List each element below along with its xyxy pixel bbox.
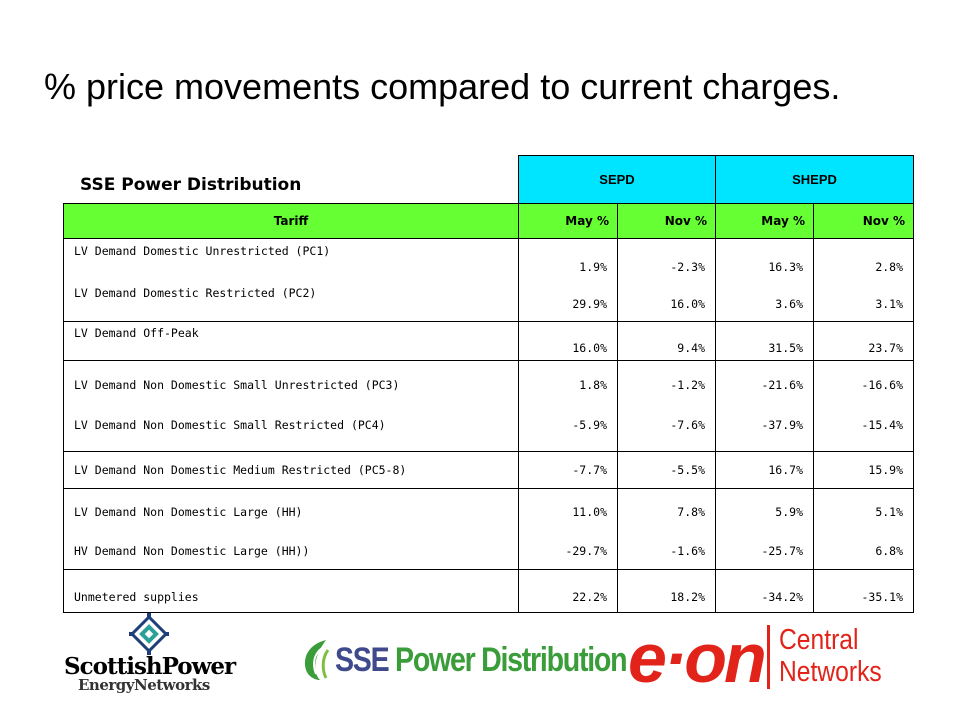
value-cell: 16.3%: [768, 260, 803, 274]
scottish-power-logo-text: ScottishPower: [64, 653, 236, 680]
value-cell: 15.9%: [868, 463, 904, 477]
value-cell: 11.0%: [572, 505, 607, 519]
table-corner: [63, 155, 519, 204]
column-header-sepd-nov: Nov %: [617, 203, 716, 239]
tariff-label: LV Demand Non Domestic Small Unrestricte…: [74, 378, 400, 392]
value-cell: 5.1%: [875, 505, 904, 519]
value-cell: -25.7%: [761, 544, 803, 558]
value-cell: 9.4%: [677, 341, 705, 355]
value-cell: 3.6%: [775, 297, 803, 311]
price-movements-table: SEPD SHEPD Tariff May % Nov % May % Nov …: [63, 155, 915, 613]
group-header-sepd: SEPD: [518, 155, 716, 204]
tariff-label: LV Demand Non Domestic Large (HH): [74, 505, 303, 519]
value-cell: 22.2%: [572, 590, 607, 604]
value-cell: 5.9%: [775, 505, 803, 519]
value-cell: 16.7%: [768, 463, 803, 477]
value-cell: 23.7%: [868, 341, 904, 355]
value-cell: -5.5%: [670, 463, 705, 477]
scottish-power-emblem-icon: [129, 613, 169, 655]
value-cell: 29.9%: [572, 297, 607, 311]
value-cell: -7.7%: [572, 463, 607, 477]
column-header-shepd-may: May %: [715, 203, 814, 239]
value-cell: 16.0%: [670, 297, 705, 311]
tariff-label: LV Demand Non Domestic Medium Restricted…: [74, 463, 407, 477]
value-cell: -2.3%: [670, 260, 705, 274]
value-cell: -37.9%: [761, 418, 803, 432]
table-row: Unmetered supplies 22.2% 18.2% -34.2% -3…: [63, 569, 915, 613]
tariff-label: Unmetered supplies: [74, 590, 199, 604]
group-header-shepd: SHEPD: [714, 155, 915, 204]
value-cell: 2.8%: [875, 260, 904, 274]
tariff-label: HV Demand Non Domestic Large (HH)): [74, 544, 310, 558]
value-cell: 7.8%: [677, 505, 705, 519]
tariff-label: LV Demand Off-Peak: [74, 326, 199, 340]
value-cell: -1.2%: [670, 378, 705, 392]
value-cell: -34.2%: [761, 590, 803, 604]
table-row-group: LV Demand Non Domestic Large (HH) HV Dem…: [63, 488, 915, 570]
table-row: LV Demand Non Domestic Medium Restricted…: [63, 451, 915, 489]
value-cell: -5.9%: [572, 418, 607, 432]
tariff-label: LV Demand Domestic Restricted (PC2): [74, 286, 317, 300]
eon-logo-line1: Central: [779, 624, 859, 656]
value-cell: 18.2%: [670, 590, 705, 604]
tariff-label: LV Demand Domestic Unrestricted (PC1): [74, 244, 331, 258]
value-cell: -35.1%: [861, 590, 904, 604]
value-cell: 6.8%: [875, 544, 904, 558]
value-cell: -29.7%: [565, 544, 607, 558]
column-header-sepd-may: May %: [518, 203, 618, 239]
tariff-label: LV Demand Non Domestic Small Restricted …: [74, 418, 386, 432]
value-cell: 1.9%: [579, 260, 607, 274]
page-title: % price movements compared to current ch…: [44, 66, 841, 107]
sse-logo-text: SSE Power Distribution: [335, 641, 628, 680]
value-cell: -7.6%: [670, 418, 705, 432]
eon-logo-brand: e·on: [628, 619, 767, 697]
sse-logo-part2: Power Distribution: [395, 641, 627, 679]
column-header-shepd-nov: Nov %: [812, 203, 915, 239]
eon-logo-divider: [767, 625, 770, 689]
value-cell: 1.8%: [579, 378, 607, 392]
value-cell: 3.1%: [875, 297, 904, 311]
value-cell: -1.6%: [670, 544, 705, 558]
eon-logo-line2: Networks: [779, 656, 882, 688]
scottish-power-logo-subtext: EnergyNetworks: [78, 676, 210, 694]
sse-logo-part1: SSE: [335, 641, 390, 679]
value-cell: 31.5%: [768, 341, 803, 355]
table-row: LV Demand Off-Peak 16.0% 9.4% 31.5% 23.7…: [63, 321, 915, 361]
table-row-group: LV Demand Non Domestic Small Unrestricte…: [63, 360, 915, 452]
value-cell: -16.6%: [861, 378, 904, 392]
value-cell: 16.0%: [572, 341, 607, 355]
value-cell: -21.6%: [761, 378, 803, 392]
column-header-tariff: Tariff: [63, 203, 519, 239]
value-cell: -15.4%: [861, 418, 904, 432]
table-row-group: LV Demand Domestic Unrestricted (PC1) LV…: [63, 238, 915, 322]
sse-leaf-icon: [304, 640, 330, 680]
